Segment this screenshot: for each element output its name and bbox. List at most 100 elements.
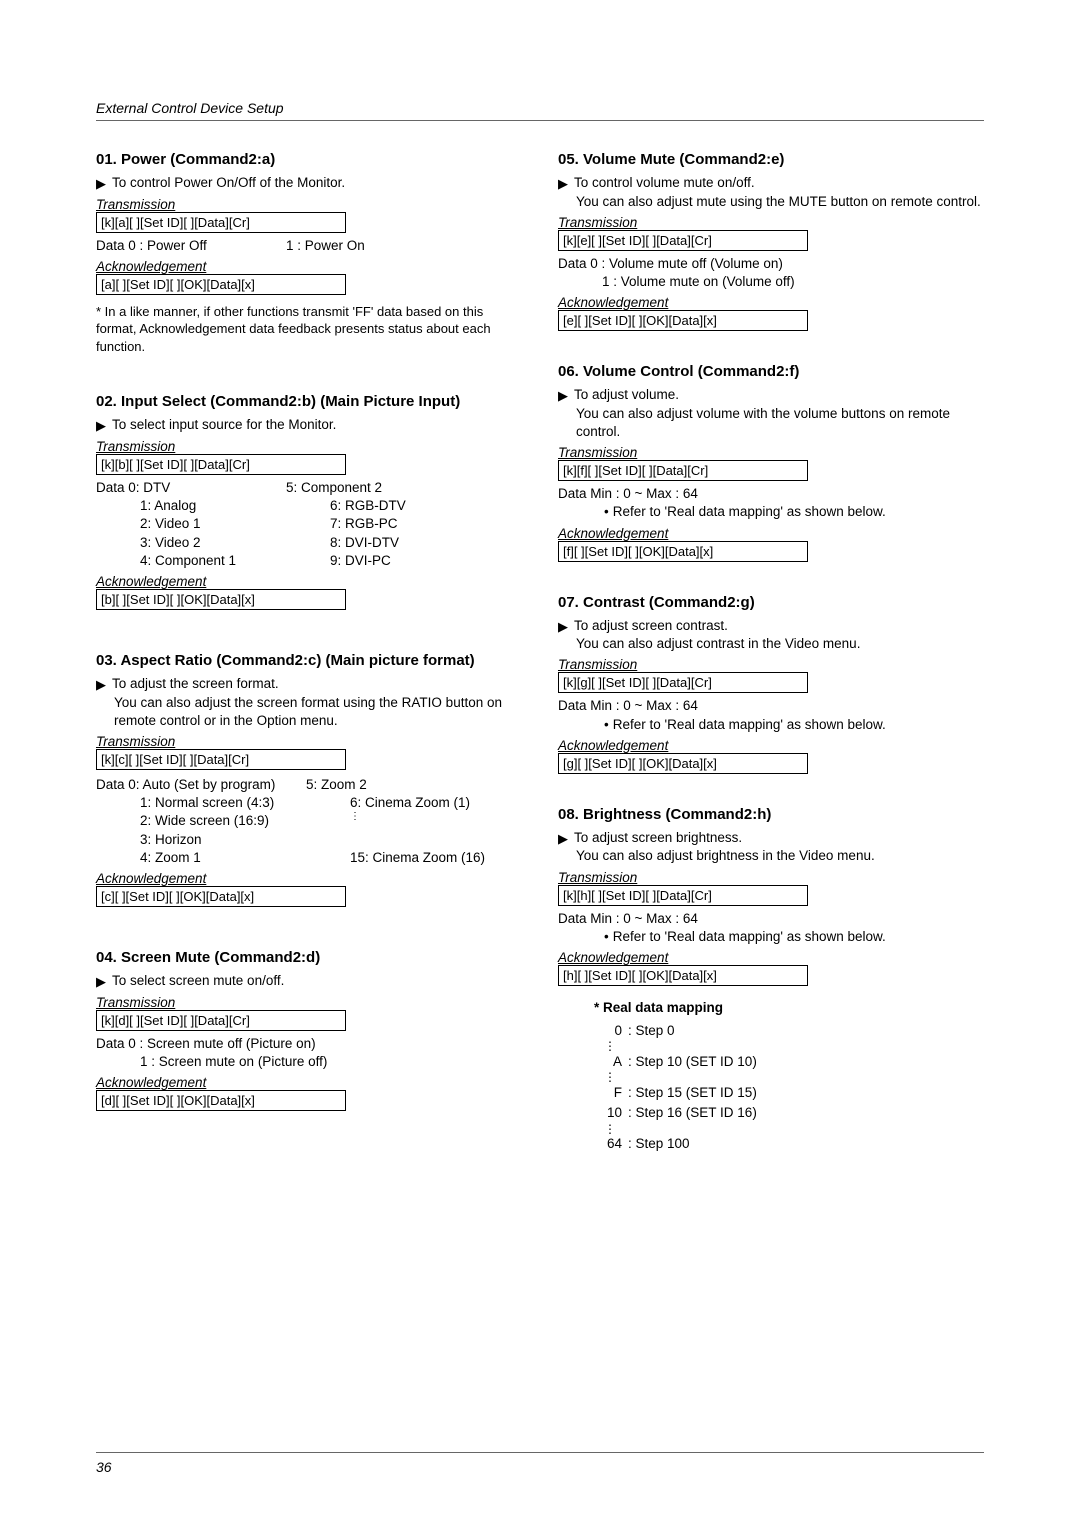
vdots-icon: ⋮: [604, 1072, 984, 1083]
d: 6: RGB-DTV: [330, 497, 406, 515]
s01-trans-code: [k][a][ ][Set ID][ ][Data][Cr]: [96, 212, 346, 233]
s08-data: Data Min : 0 ~ Max : 64 •Refer to 'Real …: [558, 910, 984, 946]
header-title: External Control Device Setup: [96, 100, 984, 116]
d: 6: Cinema Zoom (1): [350, 794, 470, 812]
d: Data 0: Auto (Set by program): [96, 776, 306, 794]
s05-desc: ▶To control volume mute on/off. You can …: [558, 174, 984, 211]
s02-trans-label: Transmission: [96, 439, 522, 454]
s03-desc: ▶ To adjust the screen format. You can al…: [96, 675, 522, 730]
s03-title: 03. Aspect Ratio (Command2:c) (Main pict…: [96, 652, 522, 669]
arrow-icon: ▶: [558, 618, 568, 636]
d: 3: Horizon: [96, 831, 350, 849]
d: 1: Normal screen (4:3): [96, 794, 350, 812]
s05-ack-code: [e][ ][Set ID][ ][OK][Data][x]: [558, 310, 808, 331]
d: 2: Wide screen (16:9): [96, 812, 350, 830]
bullet-icon: •: [604, 504, 609, 519]
k: 64: [594, 1134, 628, 1154]
mapping-title: * Real data mapping: [594, 1000, 984, 1015]
d: 7: RGB-PC: [330, 515, 398, 533]
s06-ack-label: Acknowledgement: [558, 526, 984, 541]
s02-ack-code: [b][ ][Set ID][ ][OK][Data][x]: [96, 589, 346, 610]
d: 5: Component 2: [286, 479, 382, 497]
s04-data: Data 0 : Screen mute off (Picture on) 1 …: [96, 1035, 522, 1071]
d: Data Min : 0 ~ Max : 64: [558, 485, 984, 503]
s02-title: 02. Input Select (Command2:b) (Main Pict…: [96, 393, 522, 410]
arrow-icon: ▶: [96, 973, 106, 991]
s03-trans-code: [k][c][ ][Set ID][ ][Data][Cr]: [96, 749, 346, 770]
s02-trans-code: [k][b][ ][Set ID][ ][Data][Cr]: [96, 454, 346, 475]
s05-title: 05. Volume Mute (Command2:e): [558, 151, 984, 168]
t: You can also adjust mute using the MUTE …: [558, 193, 984, 211]
s03-ack-label: Acknowledgement: [96, 871, 522, 886]
d: Refer to 'Real data mapping' as shown be…: [613, 717, 886, 732]
s06-trans-code: [k][f][ ][Set ID][ ][Data][Cr]: [558, 460, 808, 481]
s02-ack-label: Acknowledgement: [96, 574, 522, 589]
arrow-icon: ▶: [558, 175, 568, 193]
k: A: [594, 1052, 628, 1072]
page: External Control Device Setup 01. Power …: [0, 0, 1080, 1525]
s01-data-l: Data 0 : Power Off: [96, 237, 286, 255]
t: To select screen mute on/off.: [112, 972, 284, 991]
s08-desc: ▶ To adjust screen brightness. You can al…: [558, 829, 984, 866]
s04-trans-label: Transmission: [96, 995, 522, 1010]
t: You can also adjust the screen format us…: [96, 694, 522, 730]
d: 4: Component 1: [96, 552, 330, 570]
k: F: [594, 1083, 628, 1103]
arrow-icon: ▶: [96, 676, 106, 694]
k: 10: [594, 1103, 628, 1123]
d: Data 0 : Screen mute off (Picture on): [96, 1035, 522, 1053]
t: You can also adjust brightness in the Vi…: [558, 847, 984, 865]
d: 5: Zoom 2: [306, 776, 367, 794]
s07-desc: ▶ To adjust screen contrast. You can also…: [558, 617, 984, 654]
s01-ack-label: Acknowledgement: [96, 259, 522, 274]
d: Refer to 'Real data mapping' as shown be…: [613, 504, 886, 519]
v: : Step 16 (SET ID 16): [628, 1103, 757, 1123]
v: : Step 0: [628, 1021, 675, 1041]
s04-desc: ▶ To select screen mute on/off.: [96, 972, 522, 991]
page-number: 36: [96, 1459, 984, 1475]
d: 4: Zoom 1: [96, 849, 350, 867]
s02-desc: ▶ To select input source for the Monitor…: [96, 416, 522, 435]
s06-desc: ▶To adjust volume. You can also adjust v…: [558, 386, 984, 441]
t: You can also adjust volume with the volu…: [558, 405, 984, 441]
t: You can also adjust contrast in the Vide…: [558, 635, 984, 653]
content-columns: 01. Power (Command2:a) ▶ To control Powe…: [96, 141, 984, 1155]
arrow-icon: ▶: [558, 830, 568, 848]
vdots-icon: ⋮: [604, 1041, 984, 1052]
footer-rule: [96, 1452, 984, 1453]
d: 15: Cinema Zoom (16): [350, 849, 485, 867]
s08-ack-label: Acknowledgement: [558, 950, 984, 965]
s04-ack-label: Acknowledgement: [96, 1075, 522, 1090]
d: 3: Video 2: [96, 534, 330, 552]
s05-data: Data 0 : Volume mute off (Volume on) 1 :…: [558, 255, 984, 291]
v: : Step 10 (SET ID 10): [628, 1052, 757, 1072]
vdots: ⋮: [350, 812, 360, 830]
t: To adjust the screen format.: [112, 675, 279, 694]
s04-trans-code: [k][d][ ][Set ID][ ][Data][Cr]: [96, 1010, 346, 1031]
v: : Step 100: [628, 1134, 690, 1154]
right-column: 05. Volume Mute (Command2:e) ▶To control…: [558, 141, 984, 1155]
s07-title: 07. Contrast (Command2:g): [558, 594, 984, 611]
s05-trans-code: [k][e][ ][Set ID][ ][Data][Cr]: [558, 230, 808, 251]
s01-desc-text: To control Power On/Off of the Monitor.: [112, 174, 345, 193]
t: To adjust screen contrast.: [574, 617, 728, 636]
d: Refer to 'Real data mapping' as shown be…: [613, 929, 886, 944]
vdots-icon: ⋮: [604, 1124, 984, 1135]
s01-title: 01. Power (Command2:a): [96, 151, 522, 168]
s01-data: Data 0 : Power Off 1 : Power On: [96, 237, 522, 255]
v: : Step 15 (SET ID 15): [628, 1083, 757, 1103]
s03-ack-code: [c][ ][Set ID][ ][OK][Data][x]: [96, 886, 346, 907]
t: To adjust screen brightness.: [574, 829, 742, 848]
d: 2: Video 1: [96, 515, 330, 533]
s04-title: 04. Screen Mute (Command2:d): [96, 949, 522, 966]
s05-trans-label: Transmission: [558, 215, 984, 230]
s08-title: 08. Brightness (Command2:h): [558, 806, 984, 823]
header-rule: [96, 120, 984, 121]
s06-ack-code: [f][ ][Set ID][ ][OK][Data][x]: [558, 541, 808, 562]
d: Data 0 : Volume mute off (Volume on): [558, 255, 984, 273]
s08-trans-label: Transmission: [558, 870, 984, 885]
s07-trans-label: Transmission: [558, 657, 984, 672]
s04-ack-code: [d][ ][Set ID][ ][OK][Data][x]: [96, 1090, 346, 1111]
s05-ack-label: Acknowledgement: [558, 295, 984, 310]
s08-trans-code: [k][h][ ][Set ID][ ][Data][Cr]: [558, 885, 808, 906]
